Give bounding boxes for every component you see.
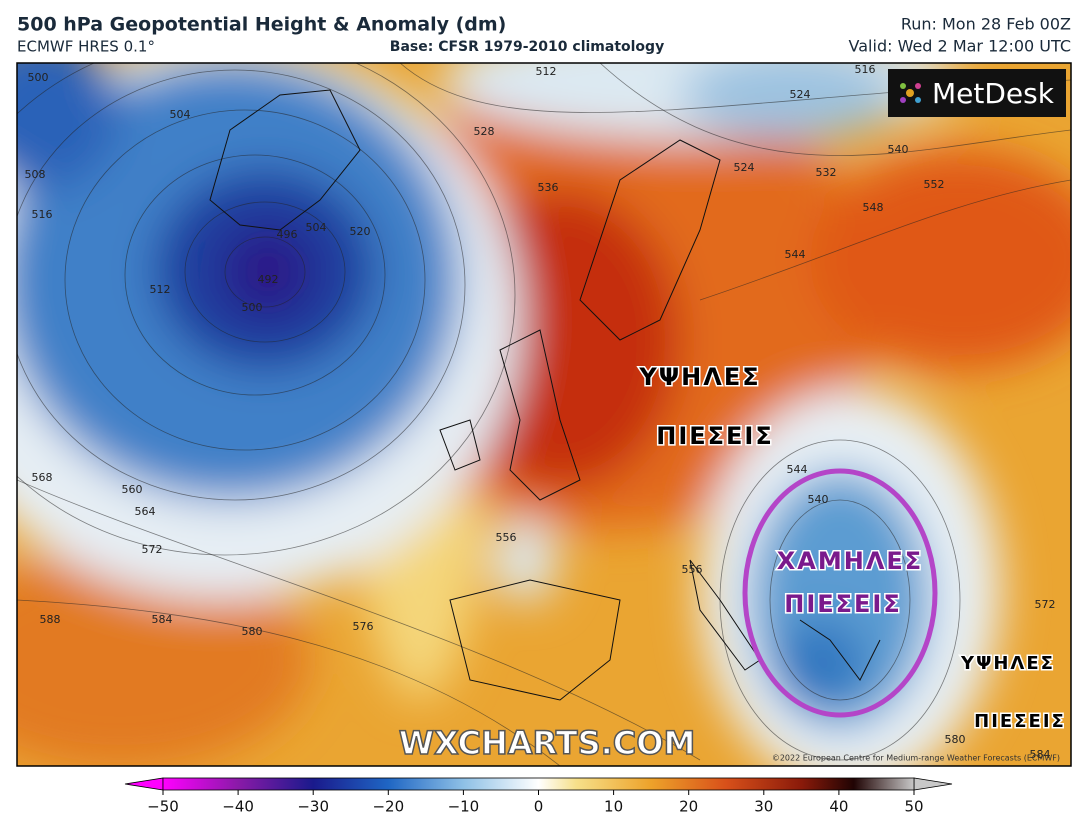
highlight-ellipse — [742, 468, 938, 718]
contour-label: 584 — [152, 613, 173, 626]
contour-label: 552 — [924, 178, 945, 191]
watermark: WXCHARTS.COM — [399, 724, 696, 762]
run: Run: Mon 28 Feb 00Z — [901, 15, 1071, 34]
contour-label: 524 — [734, 161, 755, 174]
contour-label: 500 — [242, 301, 263, 314]
logo: MetDesk — [932, 77, 1055, 110]
contour-label: 556 — [682, 563, 703, 576]
contour-label: 504 — [306, 221, 327, 234]
contour-label: 496 — [277, 228, 298, 241]
annotation: ΠΙΕΣΕΙΣ — [974, 711, 1066, 732]
contours — [17, 63, 1071, 766]
logo-box — [888, 69, 1066, 117]
contour-label: 556 — [496, 531, 517, 544]
contour-label: 576 — [353, 620, 374, 633]
colorbar-tick-label: 10 — [604, 798, 623, 816]
contour-label: 512 — [150, 283, 171, 296]
annotation: ΠΙΕΣΕΙΣ — [784, 590, 902, 618]
colorbar-tick-label: −40 — [222, 798, 254, 816]
contour-label: 516 — [32, 208, 53, 221]
contour-label: 580 — [242, 625, 263, 638]
contour-label: 568 — [32, 471, 53, 484]
colorbar-tick-label: 0 — [534, 798, 544, 816]
annotation: ΥΨΗΛΕΣ — [638, 363, 760, 391]
contour-label: 532 — [816, 166, 837, 179]
contour-label: 512 — [536, 65, 557, 78]
contour-label: 544 — [787, 463, 808, 476]
contour-label: 548 — [863, 201, 884, 214]
colorbar-tick-label: −50 — [147, 798, 179, 816]
colorbar-tick-label: 20 — [679, 798, 698, 816]
contour-label: 540 — [808, 493, 829, 506]
base: Base: CFSR 1979-2010 climatology — [390, 39, 664, 55]
copyright: ©2022 European Centre for Medium-range W… — [772, 754, 1060, 763]
contour-label: 588 — [40, 613, 61, 626]
contour-label: 516 — [855, 63, 876, 76]
model: ECMWF HRES 0.1° — [17, 38, 155, 56]
annotation: ΥΨΗΛΕΣ — [960, 653, 1055, 674]
contour-label: 504 — [170, 108, 191, 121]
annotation: ΠΙΕΣΕΙΣ — [656, 422, 774, 450]
colorbar-tick-label: −10 — [448, 798, 480, 816]
contour-label: 572 — [142, 543, 163, 556]
contour-label: 492 — [258, 273, 279, 286]
contour-label: 540 — [888, 143, 909, 156]
colorbar-tick-label: 40 — [829, 798, 848, 816]
contour-label: 544 — [785, 248, 806, 261]
valid: Valid: Wed 2 Mar 12:00 UTC — [849, 37, 1071, 56]
contour-label: 560 — [122, 483, 143, 496]
contour-label: 536 — [538, 181, 559, 194]
colorbar-tick-label: 30 — [754, 798, 773, 816]
map: 500 504 508 516 512 496 492 500 504 520 528 536 512 5… — [17, 63, 1071, 766]
title: 500 hPa Geopotential Height & Anomaly (d… — [17, 14, 506, 36]
contour-label: 564 — [135, 505, 156, 518]
contour-label: 584 — [1030, 748, 1051, 761]
contour-label: 528 — [474, 125, 495, 138]
annotation: ΧΑΜΗΛΕΣ — [777, 547, 923, 575]
colorbar-arrow-right — [913, 777, 953, 791]
map-frame — [16, 62, 1072, 767]
colorbar-tick-label: −30 — [297, 798, 329, 816]
colorbar-tick-label: 50 — [904, 798, 923, 816]
colorbar-tick-label: −20 — [372, 798, 404, 816]
contour-label: 572 — [1035, 598, 1056, 611]
coastlines — [209, 89, 881, 701]
colorbar — [162, 777, 915, 791]
logo-icon — [900, 83, 921, 103]
colorbar-arrow-left — [124, 777, 164, 791]
contour-label: 524 — [790, 88, 811, 101]
contour-label: 508 — [25, 168, 46, 181]
contour-label: 520 — [350, 225, 371, 238]
contour-label: 580 — [945, 733, 966, 746]
contour-label: 500 — [28, 71, 49, 84]
